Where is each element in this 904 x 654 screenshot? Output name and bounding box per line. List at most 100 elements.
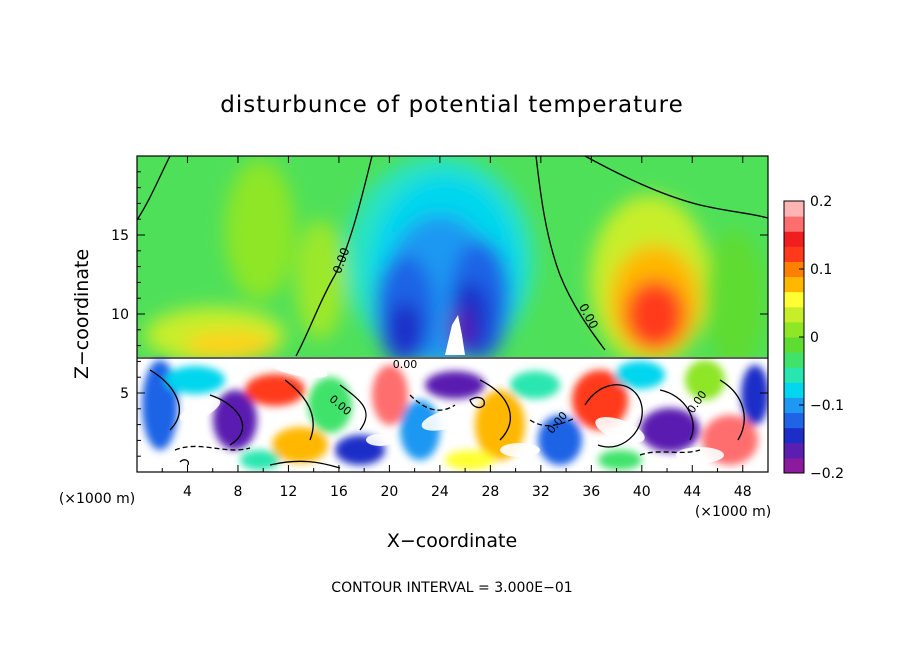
lower-blob xyxy=(308,377,352,433)
yellowish-band-mid xyxy=(295,220,345,340)
lower-swirl xyxy=(272,362,328,378)
colorbar-swatch xyxy=(784,201,804,217)
colorbar-swatch xyxy=(784,276,804,293)
colorbar-swatch xyxy=(784,352,804,368)
x-unit-label: (×1000 m) xyxy=(59,491,135,507)
x-tick-label: 32 xyxy=(532,484,550,500)
x-tick-label: 16 xyxy=(330,484,348,500)
lower-blob xyxy=(598,450,642,470)
contour-lower xyxy=(584,384,643,448)
contour-lower-dashed xyxy=(409,394,456,411)
lower-swirl xyxy=(500,443,540,457)
colorbar: 0.2 0.1 0 −0.1 −0.2 xyxy=(783,194,844,482)
contour-lower xyxy=(479,379,511,441)
contour-center-right-zero xyxy=(535,156,606,351)
contour-label: 0.00 xyxy=(393,358,418,371)
y-tick-label: 10 xyxy=(111,307,129,323)
lower-swirl xyxy=(366,434,394,446)
x-tick-label: 28 xyxy=(481,484,499,500)
lower-blob xyxy=(425,371,485,399)
x-unit-label-right: (×1000 m) xyxy=(695,504,771,520)
x-tick-label: 8 xyxy=(233,484,242,500)
colorbar-tick-label: −0.1 xyxy=(810,398,844,414)
y-tick-label: 15 xyxy=(111,228,129,244)
x-tick-label: 48 xyxy=(734,484,752,500)
lower-swirl xyxy=(179,398,221,422)
colorbar-swatch xyxy=(784,457,804,474)
contour-lower xyxy=(659,389,694,441)
contour-lower xyxy=(284,379,314,441)
colorbar-swatch xyxy=(784,427,804,444)
colorbar-swatch xyxy=(784,291,804,308)
warm-anomaly-right-red xyxy=(625,280,685,350)
colorbar-swatch xyxy=(784,412,804,429)
colorbar-tick-label: 0 xyxy=(810,330,819,346)
lower-blob xyxy=(640,408,700,452)
x-tick-label: 36 xyxy=(582,484,600,500)
contour-lower xyxy=(209,394,244,446)
contour-lower-dashed xyxy=(529,417,576,427)
lower-swirl xyxy=(676,447,724,463)
contour-lower-dashed xyxy=(174,445,251,451)
contour-left-zero xyxy=(137,156,171,221)
colorbar-tick-label: 0.2 xyxy=(810,194,832,210)
lower-blob xyxy=(538,415,582,465)
y-tick-label: 5 xyxy=(120,386,129,402)
colorbar-swatch xyxy=(784,367,804,383)
lower-swirl xyxy=(421,409,469,431)
green-band-right xyxy=(705,230,765,370)
lower-blob xyxy=(400,400,440,460)
contour-lower xyxy=(149,369,180,431)
colorbar-swatch xyxy=(784,382,804,398)
x-tick-label: 40 xyxy=(633,484,651,500)
x-tick-label: 44 xyxy=(683,484,701,500)
y-axis: 5 10 15 xyxy=(111,171,768,457)
lower-blob xyxy=(615,361,665,389)
x-axis-label: X−coordinate xyxy=(387,530,517,552)
x-tick-label: 12 xyxy=(280,484,298,500)
contour-interval-note: CONTOUR INTERVAL = 3.000E−01 xyxy=(331,580,572,596)
colorbar-swatch xyxy=(784,337,804,353)
contour-lower xyxy=(469,396,485,409)
colorbar-swatch xyxy=(784,442,804,459)
colorbar-swatch xyxy=(784,261,804,278)
colorbar-tick-label: 0.1 xyxy=(810,262,832,278)
x-tick-label: 20 xyxy=(380,484,398,500)
contour-lower xyxy=(179,459,190,466)
lower-blob xyxy=(213,390,257,450)
contour-center-left-zero xyxy=(295,156,373,357)
lower-blob xyxy=(372,365,408,425)
contour-lower xyxy=(269,460,341,469)
lower-blob xyxy=(445,450,495,470)
heatmap-field xyxy=(137,156,768,472)
colorbar-swatch xyxy=(784,306,804,323)
lower-blob xyxy=(240,450,280,470)
lower-blob xyxy=(685,360,725,400)
contour-lower xyxy=(719,379,745,441)
lower-blob xyxy=(475,390,525,460)
colorbar-swatch xyxy=(784,321,804,338)
lower-blob xyxy=(510,371,560,399)
cold-core-left xyxy=(387,302,423,358)
lower-layer xyxy=(137,357,768,472)
chart-title: disturbunce of potential temperature xyxy=(220,92,684,118)
colorbar-tick-label: −0.2 xyxy=(810,466,844,482)
contour-lower xyxy=(339,384,367,431)
contour-lines xyxy=(137,156,768,469)
colorbar-swatch xyxy=(784,231,804,247)
upper-layer xyxy=(145,156,765,370)
y-axis-label: Z−coordinate xyxy=(71,249,93,379)
x-axis: 4 8 12 16 20 24 28 32 36 40 44 48 xyxy=(161,156,752,500)
colorbar-swatch xyxy=(784,246,804,262)
contour-top-right-zero xyxy=(584,156,768,219)
lower-blob xyxy=(741,365,768,425)
warm-plume-white-center xyxy=(445,315,465,355)
yellowish-band-left xyxy=(225,160,295,300)
lower-blob xyxy=(272,427,328,463)
warm-anomaly-left-core xyxy=(185,331,275,359)
colorbar-swatch xyxy=(784,397,804,414)
lower-blob xyxy=(245,374,305,406)
x-tick-label: 24 xyxy=(431,484,449,500)
colorbar-swatch xyxy=(784,216,804,232)
